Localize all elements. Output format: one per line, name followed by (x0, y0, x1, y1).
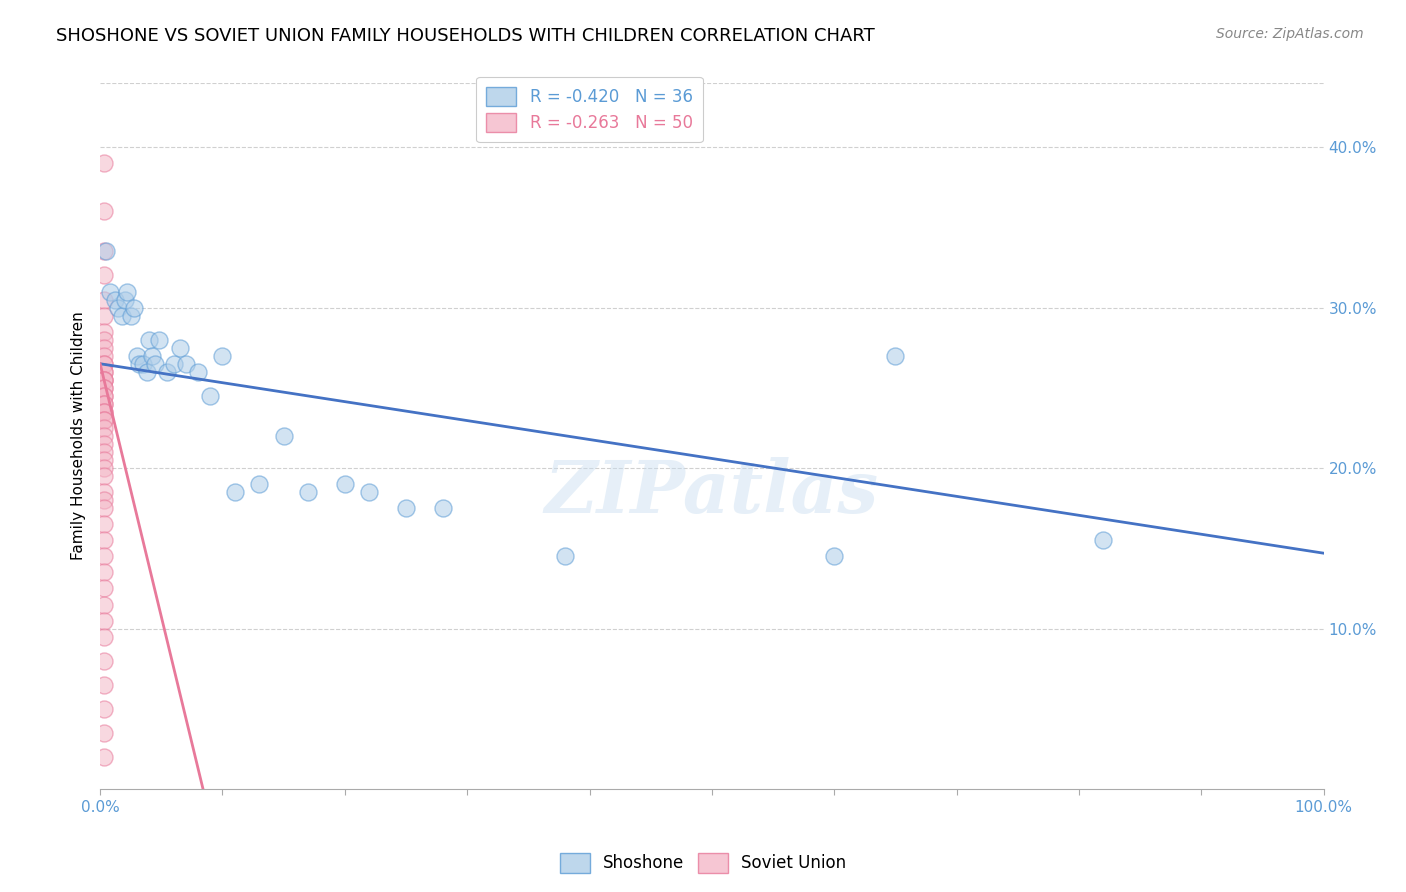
Point (115, 285, 138, 299)
Point (93, 678, 115, 692)
Point (93, 389, 115, 403)
Point (93, 397, 115, 411)
Point (273, 429, 295, 443)
Point (297, 485, 319, 500)
Point (200, 389, 222, 403)
Point (93, 429, 115, 443)
Point (93, 413, 115, 427)
Y-axis label: Family Households with Children: Family Households with Children (72, 311, 86, 560)
Point (93, 244, 115, 259)
Point (93, 357, 115, 371)
Legend: R = -0.420   N = 36, R = -0.263   N = 50: R = -0.420 N = 36, R = -0.263 N = 50 (477, 77, 703, 142)
Point (93, 533, 115, 548)
Point (93, 309, 115, 323)
Point (93, 373, 115, 387)
Point (132, 357, 155, 371)
Point (156, 365, 179, 379)
Point (93, 357, 115, 371)
Point (93, 293, 115, 307)
Point (823, 549, 845, 564)
Point (432, 501, 454, 516)
Point (93, 630, 115, 644)
Point (128, 357, 150, 371)
Point (93, 405, 115, 419)
Point (211, 349, 233, 363)
Point (93, 750, 115, 764)
Point (93, 461, 115, 475)
Point (93, 156, 115, 170)
Text: SHOSHONE VS SOVIET UNION FAMILY HOUSEHOLDS WITH CHILDREN CORRELATION CHART: SHOSHONE VS SOVIET UNION FAMILY HOUSEHOL… (56, 27, 875, 45)
Point (93, 702, 115, 716)
Point (93, 582, 115, 596)
Point (93, 445, 115, 459)
Point (124, 301, 146, 315)
Point (93, 333, 115, 347)
Legend: Shoshone, Soviet Union: Shoshone, Soviet Union (553, 847, 853, 880)
Point (93, 365, 115, 379)
Text: Source: ZipAtlas.com: Source: ZipAtlas.com (1216, 27, 1364, 41)
Point (93, 405, 115, 419)
Point (93, 421, 115, 435)
Point (93, 341, 115, 355)
Point (93, 381, 115, 395)
Point (141, 349, 163, 363)
Point (93, 325, 115, 339)
Text: ZIPatlas: ZIPatlas (544, 457, 879, 528)
Point (96, 244, 118, 259)
Point (554, 549, 576, 564)
Point (120, 309, 142, 323)
Point (143, 357, 166, 371)
Point (111, 309, 134, 323)
Point (224, 485, 246, 500)
Point (93, 437, 115, 451)
Point (138, 333, 160, 347)
Point (93, 654, 115, 668)
Point (114, 293, 136, 307)
Point (93, 469, 115, 483)
Point (93, 726, 115, 740)
Point (98, 285, 121, 299)
Point (333, 477, 356, 491)
Point (135, 365, 157, 379)
Point (93, 204, 115, 219)
Point (247, 477, 270, 491)
Point (93, 549, 115, 564)
Point (93, 501, 115, 516)
Point (169, 341, 191, 355)
Point (107, 301, 129, 315)
Point (93, 373, 115, 387)
Point (93, 598, 115, 612)
Point (93, 397, 115, 411)
Point (93, 566, 115, 580)
Point (93, 373, 115, 387)
Point (884, 349, 907, 363)
Point (93, 517, 115, 532)
Point (93, 365, 115, 379)
Point (93, 381, 115, 395)
Point (93, 485, 115, 500)
Point (148, 333, 170, 347)
Point (187, 365, 209, 379)
Point (93, 493, 115, 508)
Point (1092, 533, 1115, 548)
Point (395, 501, 418, 516)
Point (93, 453, 115, 467)
Point (174, 357, 197, 371)
Point (125, 349, 148, 363)
Point (93, 413, 115, 427)
Point (104, 293, 127, 307)
Point (93, 349, 115, 363)
Point (359, 485, 381, 500)
Point (93, 268, 115, 283)
Point (93, 389, 115, 403)
Point (93, 614, 115, 628)
Point (162, 357, 184, 371)
